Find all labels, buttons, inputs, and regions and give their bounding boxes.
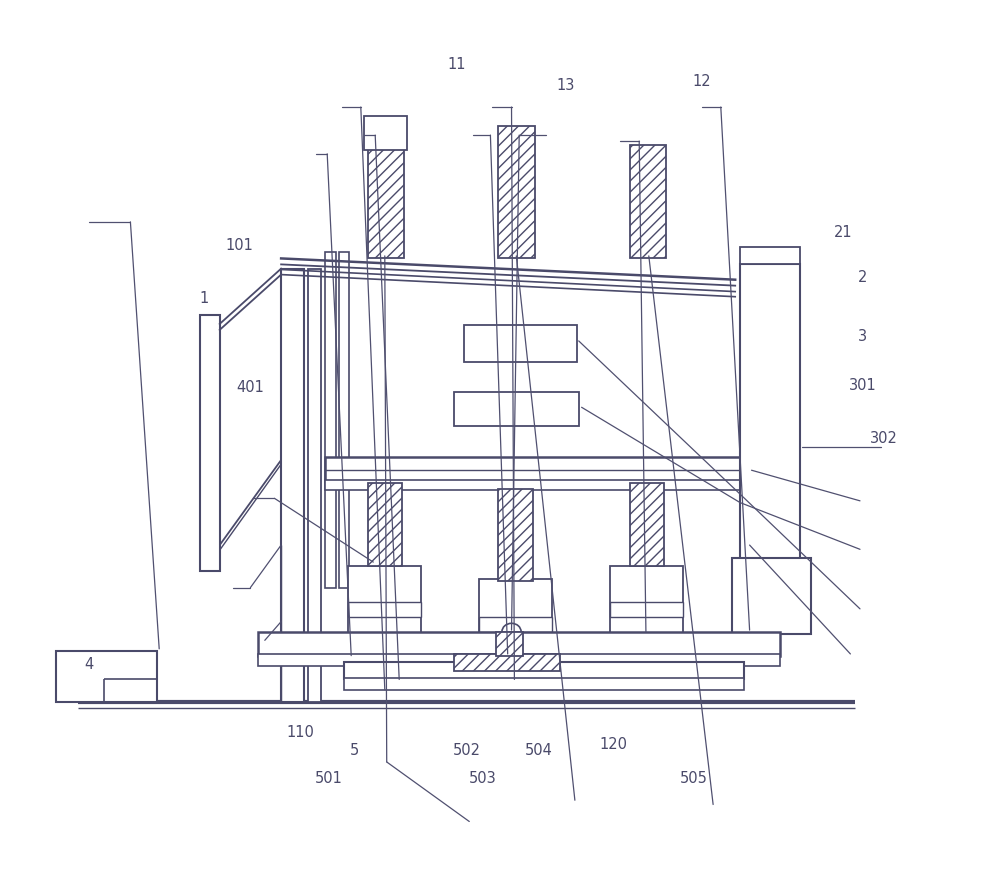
Bar bbox=[454, 392, 579, 426]
Text: 505: 505 bbox=[680, 772, 708, 787]
Text: 5: 5 bbox=[349, 743, 359, 758]
Bar bbox=[325, 457, 752, 481]
Bar bbox=[200, 315, 220, 571]
Bar bbox=[281, 268, 304, 703]
Text: 501: 501 bbox=[315, 772, 343, 787]
Bar bbox=[344, 678, 744, 689]
Text: 120: 120 bbox=[599, 737, 627, 752]
Bar bbox=[364, 115, 407, 150]
Bar bbox=[610, 566, 683, 634]
Bar bbox=[498, 126, 535, 258]
Text: 504: 504 bbox=[524, 743, 552, 758]
Text: 11: 11 bbox=[448, 57, 466, 72]
Text: 13: 13 bbox=[556, 78, 574, 93]
Bar bbox=[348, 566, 421, 634]
Text: 302: 302 bbox=[870, 431, 898, 447]
Bar bbox=[610, 602, 683, 618]
Bar bbox=[308, 268, 321, 703]
Bar bbox=[454, 654, 560, 671]
Bar bbox=[258, 632, 780, 656]
Bar bbox=[325, 479, 752, 490]
Text: 21: 21 bbox=[834, 224, 853, 239]
Text: 401: 401 bbox=[236, 380, 264, 395]
Bar bbox=[740, 264, 800, 579]
Bar bbox=[630, 483, 664, 566]
Text: 101: 101 bbox=[225, 238, 253, 253]
Bar bbox=[496, 632, 523, 656]
Bar bbox=[464, 325, 577, 362]
Text: 301: 301 bbox=[849, 377, 877, 392]
Bar bbox=[498, 489, 533, 581]
Bar bbox=[344, 663, 744, 680]
Bar bbox=[258, 654, 780, 666]
Text: 4: 4 bbox=[84, 657, 94, 672]
Bar bbox=[368, 483, 402, 566]
Bar bbox=[339, 252, 349, 587]
Text: 502: 502 bbox=[452, 743, 480, 758]
Bar bbox=[479, 617, 552, 632]
Text: 110: 110 bbox=[286, 725, 314, 740]
Text: 2: 2 bbox=[858, 269, 868, 284]
Bar bbox=[348, 602, 421, 618]
Bar bbox=[630, 145, 666, 258]
Text: 3: 3 bbox=[858, 330, 867, 344]
Text: 503: 503 bbox=[469, 772, 497, 787]
Bar bbox=[325, 252, 336, 587]
Text: 12: 12 bbox=[692, 74, 711, 89]
Text: 1: 1 bbox=[200, 291, 209, 306]
Bar bbox=[732, 558, 811, 634]
Bar bbox=[740, 247, 800, 264]
Bar bbox=[56, 651, 157, 703]
Bar bbox=[368, 147, 404, 258]
Bar bbox=[479, 579, 552, 647]
